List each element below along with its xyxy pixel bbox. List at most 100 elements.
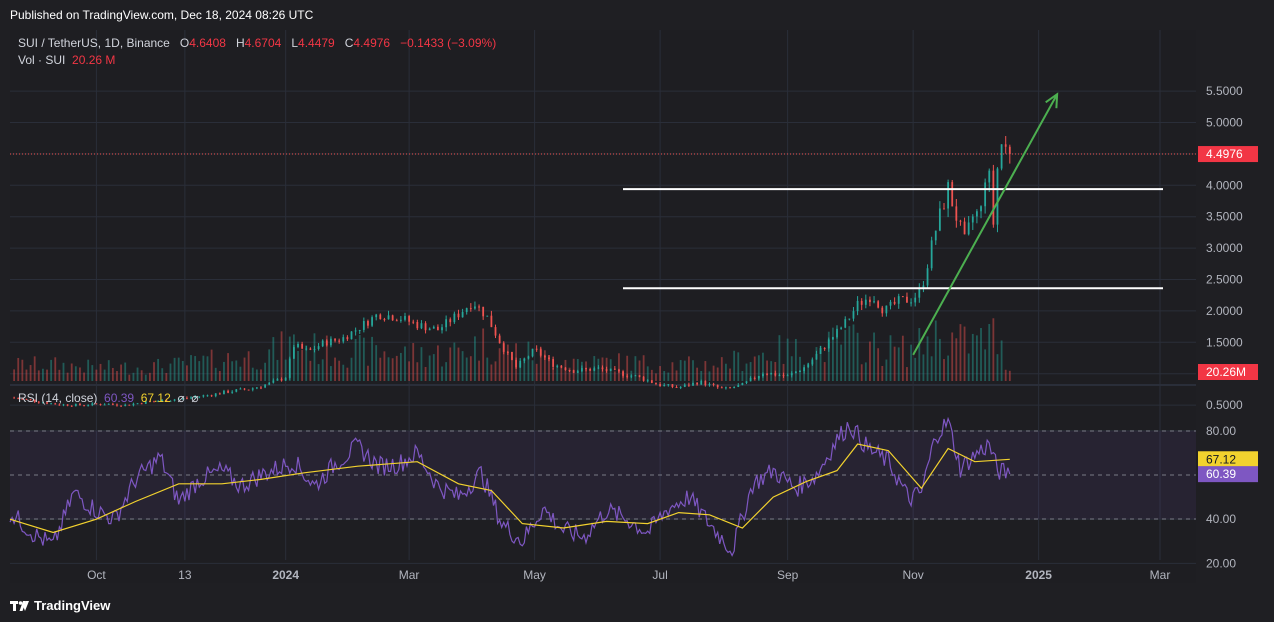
volume-bar (963, 326, 966, 381)
volume-bar (996, 354, 999, 381)
candle-body (437, 326, 439, 331)
volume-bar (342, 364, 345, 381)
symbol-title: SUI / TetherUS, 1D, Binance (18, 36, 170, 50)
volume-bar (535, 363, 538, 381)
candle-body (593, 368, 596, 371)
high-value: 4.6704 (244, 36, 282, 50)
volume-bar (350, 357, 353, 381)
last-price-tag: 4.4976 (1206, 147, 1243, 161)
volume-bar (375, 345, 378, 381)
candle-body (260, 387, 262, 389)
volume-bar (399, 352, 402, 381)
volume-bar (268, 349, 271, 381)
candle-body (938, 208, 941, 231)
volume-bar (461, 351, 464, 381)
candle-body (762, 373, 764, 377)
volume-bar (642, 355, 645, 381)
candle-body (362, 321, 365, 330)
candle-body (605, 369, 608, 371)
volume-bar (543, 350, 546, 381)
volume-bar (992, 318, 995, 381)
volume-tag: 20.26M (1206, 365, 1246, 379)
volume-bar (83, 372, 85, 381)
candle-body (21, 398, 24, 400)
volume-bar (926, 336, 929, 381)
trend-arrow[interactable] (912, 93, 1059, 356)
candle-body (457, 313, 460, 318)
volume-bar (725, 363, 727, 381)
volume-bar (367, 365, 369, 381)
volume-bar (667, 372, 670, 381)
candle-body (153, 401, 155, 403)
volume-bar (206, 356, 209, 381)
volume-bar (1008, 370, 1011, 381)
volume-bar (560, 367, 563, 381)
candle-body (934, 230, 937, 241)
candle-body (116, 404, 118, 406)
candle-body (852, 311, 855, 319)
candle-body (922, 285, 925, 288)
volume-bar (255, 369, 258, 381)
tradingview-brand[interactable]: TradingView (10, 598, 110, 613)
volume-bar (186, 365, 188, 381)
volume-bar (794, 338, 797, 381)
candle-body (66, 404, 69, 406)
volume-bar (675, 370, 678, 381)
volume-bar (597, 358, 600, 381)
trend-arrow-head (1045, 92, 1059, 109)
change-value: −0.1433 (−3.09%) (400, 36, 497, 50)
volume-bar (391, 358, 394, 381)
candle-body (33, 399, 36, 402)
candle-body (136, 403, 139, 405)
candle-body (83, 405, 85, 407)
rsi-tick-label: 80.00 (1206, 424, 1236, 438)
brand-name: TradingView (34, 598, 111, 613)
candle-body (206, 395, 209, 397)
candle-body (873, 301, 875, 303)
candle-body (955, 206, 958, 221)
volume-bar (358, 334, 361, 381)
candle-body (564, 367, 567, 370)
volume-bar (650, 369, 653, 381)
candle-body (519, 360, 522, 368)
volume-bar (465, 357, 468, 381)
volume-bar (860, 364, 863, 381)
candle-body (683, 384, 686, 387)
volume-bar (338, 360, 341, 381)
candle-body (930, 240, 933, 269)
candle-body (371, 317, 373, 326)
candle-body (831, 337, 834, 340)
candle-body (634, 375, 637, 377)
volume-bar (951, 332, 954, 381)
volume-bar (346, 367, 349, 381)
volume-bar (247, 351, 250, 381)
volume-bar (387, 357, 390, 381)
rsi-value: 60.39 (104, 391, 135, 405)
candle-body (881, 307, 884, 314)
rsi-extra-2: ⌀ (191, 391, 199, 405)
volume-bar (301, 349, 304, 381)
volume-bar (943, 359, 945, 381)
candle-body (984, 182, 987, 207)
candle-body (144, 401, 147, 404)
candle-body (626, 375, 629, 377)
candle-body (99, 404, 102, 406)
candle-body (177, 398, 180, 400)
candle-body (91, 403, 94, 406)
volume-bar (811, 361, 814, 381)
volume-bar (181, 360, 184, 381)
candle-body (54, 403, 57, 405)
volume-bar (803, 367, 805, 381)
volume-bar (136, 367, 139, 381)
candle-body (774, 373, 777, 376)
candle-body (25, 398, 28, 400)
candle-body (474, 306, 476, 309)
time-tick-label: Sep (777, 568, 799, 582)
rsi-tick-label: 20.00 (1206, 556, 1236, 570)
volume-bar (202, 355, 205, 381)
time-tick-label: 2025 (1025, 568, 1052, 582)
candle-body (893, 301, 896, 304)
candle-body (453, 313, 456, 323)
rsi-tag-bg (1198, 466, 1258, 483)
candle-body (486, 315, 489, 317)
